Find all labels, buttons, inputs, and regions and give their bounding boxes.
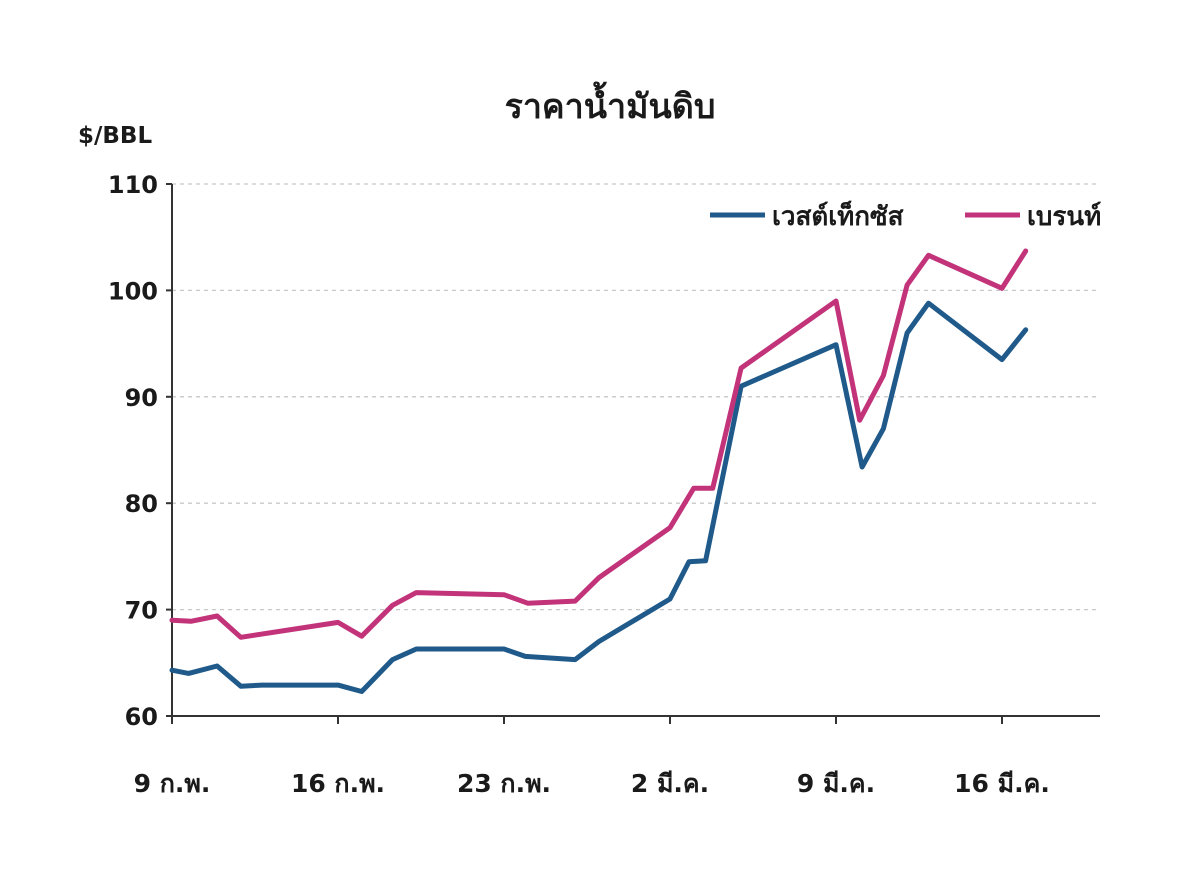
x-tick-label: 23 ก.พ.	[457, 769, 551, 798]
legend-label-brent: เบรนท์	[1027, 201, 1101, 232]
legend: เวสต์เท็กซัส เบรนท์	[710, 200, 1101, 232]
x-tick-label: 2 มี.ค.	[631, 769, 709, 798]
x-tick-label: 9 ก.พ.	[134, 769, 211, 798]
x-tick-label: 9 มี.ค.	[797, 769, 875, 798]
gridlines	[172, 183, 1100, 611]
x-tick-label: 16 มี.ค.	[954, 769, 1050, 798]
legend-label-wti: เวสต์เท็กซัส	[772, 200, 904, 232]
x-tick-label: 16 ก.พ.	[291, 769, 385, 798]
series-line-brent	[169, 248, 1029, 640]
y-tick-label: 70	[125, 597, 158, 625]
y-tick-label: 110	[108, 171, 158, 199]
y-tick-label: 80	[125, 490, 158, 518]
series-line-wti	[169, 300, 1029, 694]
y-axis-unit-label: $/BBL	[78, 123, 152, 149]
chart-title: ราคาน้ำมันดิบ	[505, 81, 716, 127]
axes	[166, 183, 1100, 717]
y-tick-label: 90	[125, 384, 158, 412]
x-axis-ticks: 9 ก.พ. 16 ก.พ. 23 ก.พ. 2 มี.ค. 9 มี.ค. 16 มี.…	[134, 716, 1050, 798]
y-tick-label: 100	[108, 277, 158, 305]
series-lines	[169, 248, 1029, 694]
y-axis-ticks: 110 100 90 80 70 60	[108, 171, 158, 731]
y-tick-label: 60	[125, 703, 158, 731]
